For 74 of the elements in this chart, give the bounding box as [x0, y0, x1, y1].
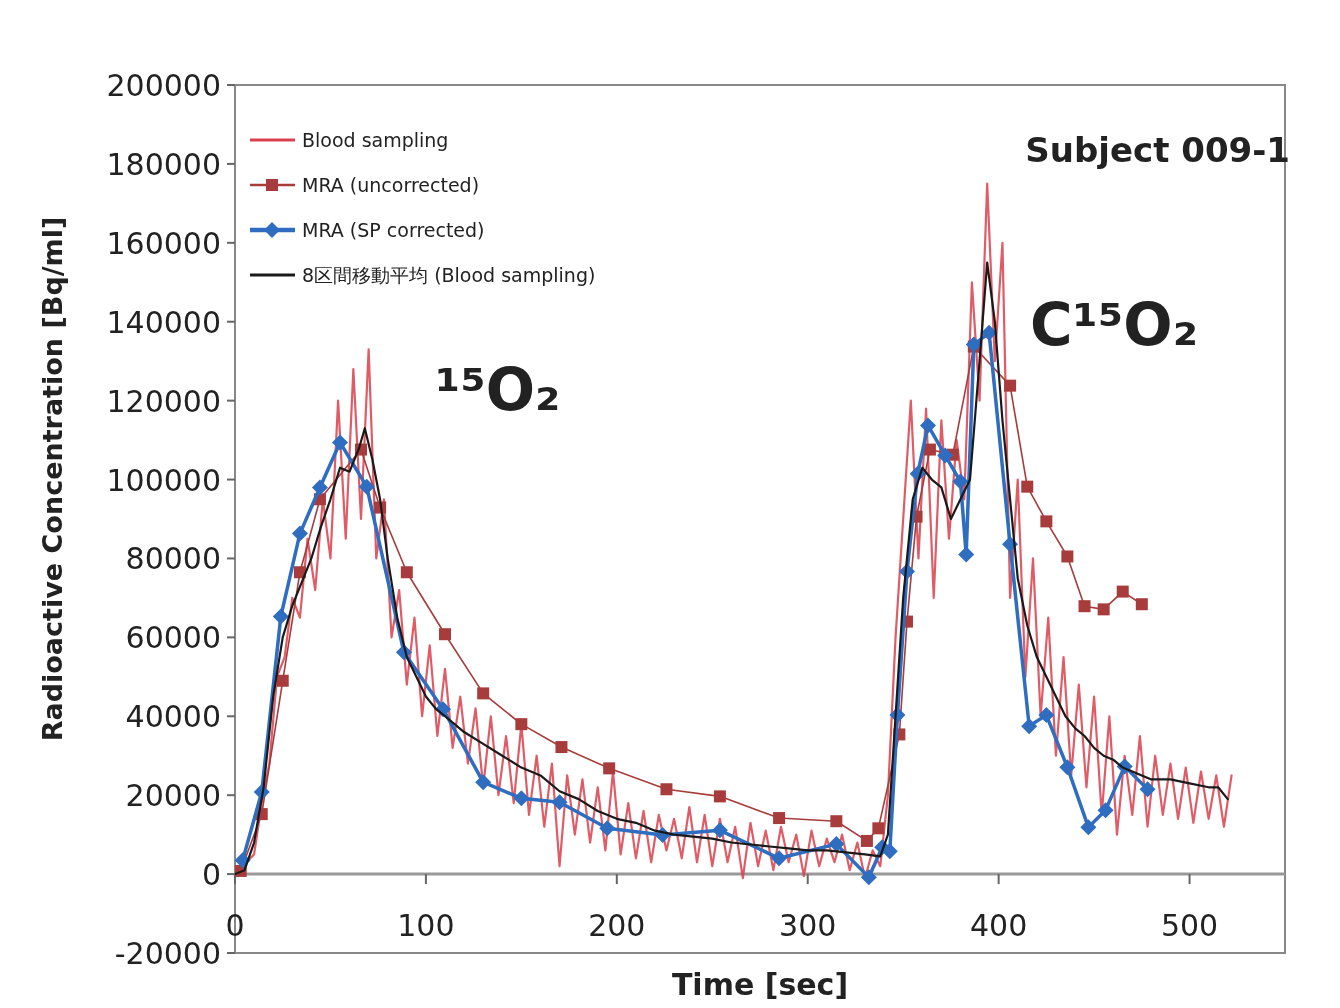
point — [272, 608, 289, 625]
y-tick-label: 60000 — [125, 620, 221, 656]
point — [1059, 759, 1076, 776]
point — [599, 820, 616, 837]
point — [332, 434, 348, 451]
x-axis-title: Time [sec] — [671, 967, 849, 1002]
point — [1021, 718, 1038, 735]
y-tick-label: 100000 — [106, 462, 221, 498]
point — [872, 822, 885, 835]
point — [311, 479, 328, 496]
point — [603, 762, 616, 775]
annotation: ¹⁵O₂ — [435, 356, 561, 424]
point — [515, 718, 528, 731]
legend-label: Blood sampling — [302, 129, 449, 151]
point — [1097, 802, 1114, 819]
y-tick-label: 120000 — [106, 383, 221, 419]
point — [1135, 598, 1148, 611]
point — [937, 447, 954, 464]
point — [291, 525, 308, 542]
point — [477, 687, 490, 700]
point — [771, 850, 788, 867]
y-tick-label: 200000 — [106, 68, 221, 103]
point — [513, 790, 530, 807]
legend-label: MRA (SP corrected) — [302, 219, 485, 241]
point — [1040, 515, 1053, 528]
x-tick-label: 500 — [1160, 908, 1219, 944]
point — [1097, 603, 1110, 616]
legend-label: 8区間移動平均 (Blood sampling) — [302, 264, 596, 286]
point — [400, 566, 413, 579]
point — [711, 822, 728, 839]
y-tick-label: 0 — [201, 857, 221, 893]
y-tick-label: 140000 — [106, 304, 221, 340]
y-tick-label: 20000 — [125, 778, 221, 814]
legend-label: MRA (uncorrected) — [302, 174, 480, 196]
point — [475, 774, 492, 791]
point — [1139, 781, 1156, 798]
point — [439, 628, 451, 641]
point — [965, 336, 982, 353]
point — [860, 834, 873, 847]
point — [1004, 379, 1017, 392]
point — [358, 478, 375, 495]
point — [713, 790, 726, 803]
y-tick-label: 160000 — [106, 225, 221, 261]
x-tick-label: 300 — [779, 908, 837, 944]
point — [551, 794, 568, 811]
point — [773, 812, 786, 825]
x-tick-label: 200 — [588, 908, 646, 944]
point — [1080, 819, 1097, 836]
point — [1116, 585, 1129, 598]
y-tick-label: 40000 — [125, 699, 221, 735]
point — [1021, 480, 1034, 493]
point — [830, 815, 843, 828]
point — [1038, 707, 1055, 724]
x-tick-label: 100 — [397, 908, 455, 944]
x-tick-label: 0 — [225, 908, 245, 944]
point — [555, 741, 568, 754]
y-tick-label: 180000 — [106, 146, 221, 182]
point — [923, 443, 936, 456]
x-tick-label: 400 — [970, 908, 1028, 944]
y-tick-label: -20000 — [114, 936, 221, 971]
point — [952, 473, 969, 490]
point — [981, 324, 998, 341]
point — [860, 869, 877, 886]
point — [958, 546, 975, 563]
point — [1061, 550, 1074, 563]
point — [920, 417, 936, 434]
point — [828, 836, 845, 853]
point — [276, 674, 289, 687]
y-axis-title: Radioactive Concentration [Bq/ml] — [37, 216, 68, 742]
point — [660, 783, 673, 796]
annotation: C¹⁵O₂ — [1030, 291, 1199, 359]
annotation: Subject 009-1 — [1025, 130, 1290, 170]
point — [1078, 600, 1091, 613]
y-tick-label: 80000 — [125, 541, 221, 577]
